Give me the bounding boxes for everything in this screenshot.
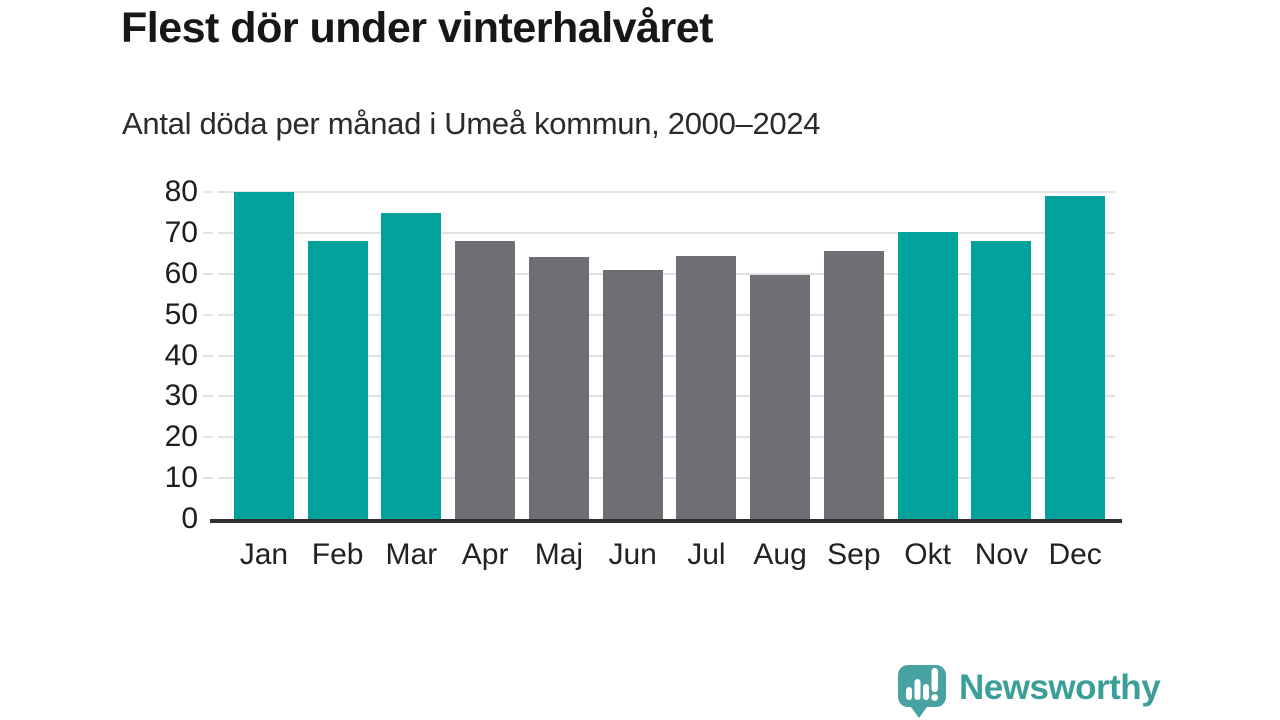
y-axis-label-70: 70 bbox=[164, 215, 198, 249]
y-axis-label-0: 0 bbox=[181, 502, 198, 535]
gridline-40 bbox=[203, 354, 1115, 357]
y-tick-80 bbox=[203, 191, 213, 193]
newsworthy-wordmark: Newsworthy bbox=[959, 668, 1161, 707]
y-tick-10 bbox=[203, 477, 213, 480]
bar-feb bbox=[307, 241, 368, 519]
y-tick-50 bbox=[203, 313, 213, 316]
chart-subtitle: Antal döda per månad i Umeå kommun, 2000… bbox=[122, 106, 821, 141]
y-axis-label-50: 50 bbox=[164, 297, 198, 331]
x-axis-label-dec: Dec bbox=[1048, 538, 1102, 571]
bar-column-maj bbox=[522, 192, 596, 519]
logo-exclamation-dot bbox=[931, 694, 939, 701]
x-axis-label-feb: Feb bbox=[311, 538, 364, 571]
bar-column-apr bbox=[448, 192, 522, 519]
gridline-50 bbox=[203, 313, 1115, 316]
y-tick-30 bbox=[203, 395, 213, 398]
bar-column-mar bbox=[375, 192, 449, 519]
bar-jul bbox=[676, 255, 737, 519]
x-axis-label-apr: Apr bbox=[461, 538, 509, 571]
bar-column-jun bbox=[596, 192, 670, 519]
gridline-20 bbox=[203, 436, 1115, 439]
bar-aug bbox=[750, 274, 811, 519]
gridline-30 bbox=[203, 395, 1115, 398]
bar-column-dec bbox=[1038, 192, 1112, 519]
bar-sep bbox=[823, 250, 884, 519]
x-axis-label-nov: Nov bbox=[974, 538, 1029, 571]
gridline-70 bbox=[203, 231, 1115, 234]
x-axis-label-jul: Jul bbox=[687, 538, 726, 571]
newsworthy-logo: Newsworthy bbox=[896, 663, 1161, 720]
bar-apr bbox=[455, 240, 516, 519]
logo-bar-tall bbox=[914, 679, 921, 700]
y-axis-label-30: 30 bbox=[164, 379, 198, 413]
x-axis-label-jan: Jan bbox=[239, 538, 289, 571]
x-axis-label-jun: Jun bbox=[608, 538, 657, 571]
bar-column-nov bbox=[965, 192, 1039, 519]
newsworthy-logo-icon bbox=[898, 665, 946, 718]
bar-okt bbox=[897, 232, 958, 519]
x-axis-label-aug: Aug bbox=[753, 538, 807, 571]
bar-jan bbox=[233, 192, 294, 519]
bar-column-jul bbox=[670, 192, 744, 519]
bar-column-sep bbox=[817, 192, 891, 519]
gridline-10 bbox=[203, 477, 1115, 480]
y-tick-20 bbox=[203, 436, 213, 439]
y-tick-70 bbox=[203, 231, 213, 234]
bar-jun bbox=[602, 269, 663, 519]
x-axis-label-sep: Sep bbox=[827, 538, 881, 571]
y-axis-label-40: 40 bbox=[164, 338, 198, 372]
y-axis-label-10: 10 bbox=[164, 461, 198, 495]
gridline-60 bbox=[203, 272, 1115, 275]
x-axis-labels: Jan Feb Mar Apr Maj Jun Jul Aug Sep Okt Nov Dec bbox=[218, 537, 1115, 573]
bar-mar bbox=[381, 213, 442, 519]
bar-column-feb bbox=[301, 192, 375, 519]
y-axis-label-60: 60 bbox=[164, 256, 198, 290]
gridline-80 bbox=[203, 191, 1115, 193]
bars-row bbox=[218, 192, 1115, 519]
y-tick-60 bbox=[203, 272, 213, 275]
x-axis-label-okt: Okt bbox=[904, 538, 951, 571]
y-tick-40 bbox=[203, 354, 213, 357]
plot-area bbox=[203, 191, 1115, 519]
y-axis-labels: 0 10 20 30 40 50 60 70 80 bbox=[0, 177, 198, 534]
bar-column-okt bbox=[891, 192, 965, 519]
chart-title: Flest dör under vinterhalvåret bbox=[121, 4, 713, 52]
logo-bar-short bbox=[906, 687, 912, 700]
y-axis-label-80: 80 bbox=[164, 175, 198, 208]
x-axis-baseline bbox=[210, 519, 1122, 523]
logo-exclamation-bar bbox=[931, 668, 938, 692]
bar-nov bbox=[971, 241, 1032, 519]
bar-maj bbox=[528, 257, 589, 519]
bar-column-aug bbox=[743, 192, 817, 519]
logo-bar-medium bbox=[923, 684, 929, 700]
x-axis-label-mar: Mar bbox=[385, 538, 438, 571]
bar-dec bbox=[1045, 196, 1106, 519]
y-axis-label-20: 20 bbox=[164, 420, 198, 454]
bar-column-jan bbox=[227, 192, 301, 519]
x-axis-label-maj: Maj bbox=[534, 538, 584, 571]
